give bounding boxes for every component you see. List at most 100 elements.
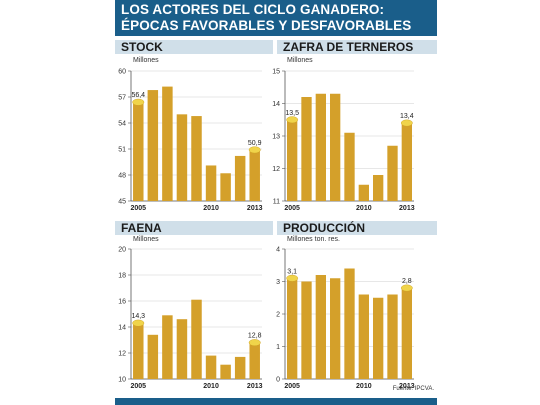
zafra-bar [387, 145, 398, 201]
faena-highlight-dot [132, 319, 145, 327]
faena-y-tick-label: 14 [118, 325, 126, 332]
produccion-y-axis-title: Millones ton. res. [287, 236, 340, 243]
stock-y-tick-label: 60 [118, 69, 126, 76]
produccion-highlight-dot [286, 274, 299, 282]
faena-x-tick-label: 2010 [203, 383, 219, 390]
panel-title-stock: STOCK [115, 40, 273, 54]
produccion-data-label: 2,8 [402, 278, 412, 285]
faena-bar [234, 356, 246, 379]
stock-highlight-dot [132, 98, 145, 106]
zafra-y-tick-label: 15 [272, 69, 280, 76]
faena-bar [220, 364, 231, 379]
stock-y-tick-label: 54 [118, 121, 126, 128]
produccion-y-tick-label: 3 [276, 279, 280, 286]
panel-title-zafra: ZAFRA DE TERNEROS [277, 40, 437, 54]
faena-bar [205, 355, 217, 379]
faena-bar [249, 342, 260, 379]
faena-y-tick-label: 20 [118, 247, 126, 254]
panel-title-faena: FAENA [115, 221, 273, 235]
produccion-y-tick-label: 4 [276, 247, 280, 254]
zafra-highlight-dot [400, 119, 413, 127]
stock-highlight-dot [248, 146, 261, 154]
faena-bar [176, 319, 188, 379]
zafra-x-tick-label: 2005 [284, 205, 300, 212]
produccion-bar [330, 278, 341, 379]
zafra-data-label: 13,4 [400, 113, 414, 120]
stock-x-tick-label: 2010 [203, 205, 219, 212]
produccion-y-tick-label: 1 [276, 344, 280, 351]
faena-bar [147, 334, 159, 379]
produccion-bar [344, 268, 355, 379]
stock-bar [234, 155, 246, 201]
stock-bar [133, 102, 144, 201]
header-title-line-1: LOS ACTORES DEL CICLO GANADERO: [121, 2, 385, 17]
stock-y-tick-label: 51 [118, 147, 126, 154]
stock-bar [220, 173, 231, 201]
faena-x-tick-label: 2005 [130, 383, 146, 390]
stock-y-tick-label: 48 [118, 173, 126, 180]
source-note: Fuente: IPCVA. [392, 386, 434, 392]
produccion-y-tick-label: 2 [276, 312, 280, 319]
zafra-y-tick-label: 14 [272, 101, 280, 108]
stock-y-axis-title: Millones [133, 57, 159, 64]
footer-bar [115, 398, 437, 405]
produccion-bar [358, 294, 369, 379]
faena-x-tick-label: 2013 [247, 383, 263, 390]
produccion-highlight-dot [400, 284, 413, 292]
zafra-bar [358, 184, 369, 201]
stock-bar [205, 165, 217, 201]
zafra-y-axis-title: Millones [287, 57, 313, 64]
faena-y-tick-label: 16 [118, 299, 126, 306]
zafra-x-tick-label: 2010 [356, 205, 372, 212]
zafra-x-tick-label: 2013 [399, 205, 415, 212]
stock-y-tick-label: 57 [118, 95, 126, 102]
faena-bar [162, 315, 173, 379]
produccion-x-tick-label: 2013 [399, 383, 415, 390]
faena-y-tick-label: 18 [118, 273, 126, 280]
header-title-line-2: ÉPOCAS FAVORABLES Y DESFAVORABLES [121, 18, 412, 33]
produccion-bar [373, 297, 384, 379]
stock-bar [147, 90, 159, 201]
panel-title-produccion: PRODUCCIÓN [277, 221, 437, 235]
header-banner: LOS ACTORES DEL CICLO GANADERO: ÉPOCAS F… [115, 0, 437, 36]
faena-bar [191, 299, 202, 379]
faena-y-axis-title: Millones [133, 236, 159, 243]
stock-bar [191, 116, 202, 201]
faena-data-label: 14,3 [131, 313, 145, 320]
stock-bar [176, 114, 188, 201]
zafra-bar [401, 123, 412, 201]
stock-data-label: 56,4 [131, 92, 145, 99]
produccion-bar [387, 294, 398, 379]
produccion-bar [401, 288, 412, 379]
zafra-bar [344, 132, 355, 201]
faena-data-label: 12,8 [248, 333, 262, 340]
zafra-bar [301, 97, 312, 201]
faena-y-tick-label: 10 [118, 377, 126, 384]
zafra-data-label: 13,5 [285, 110, 299, 117]
zafra-bar [373, 175, 384, 201]
produccion-bar [287, 278, 298, 379]
produccion-bar [315, 275, 326, 379]
zafra-y-tick-label: 11 [273, 199, 280, 206]
stock-data-label: 50,9 [248, 140, 262, 147]
faena-y-tick-label: 12 [118, 351, 126, 358]
zafra-bar [330, 93, 341, 201]
faena-bar [133, 323, 144, 379]
zafra-bar [287, 119, 298, 201]
faena-highlight-dot [248, 339, 261, 346]
produccion-data-label: 3,1 [287, 268, 297, 275]
zafra-y-tick-label: 13 [272, 134, 280, 141]
zafra-bar [315, 93, 326, 201]
stock-y-tick-label: 45 [118, 199, 126, 206]
stock-x-tick-label: 2005 [130, 205, 146, 212]
zafra-y-tick-label: 12 [272, 166, 280, 173]
stock-bar [249, 149, 260, 201]
produccion-bar [301, 281, 312, 379]
produccion-x-tick-label: 2005 [284, 383, 300, 390]
zafra-highlight-dot [286, 116, 299, 124]
stock-bar [162, 86, 173, 201]
produccion-x-tick-label: 2010 [356, 383, 372, 390]
stock-x-tick-label: 2013 [247, 205, 263, 212]
